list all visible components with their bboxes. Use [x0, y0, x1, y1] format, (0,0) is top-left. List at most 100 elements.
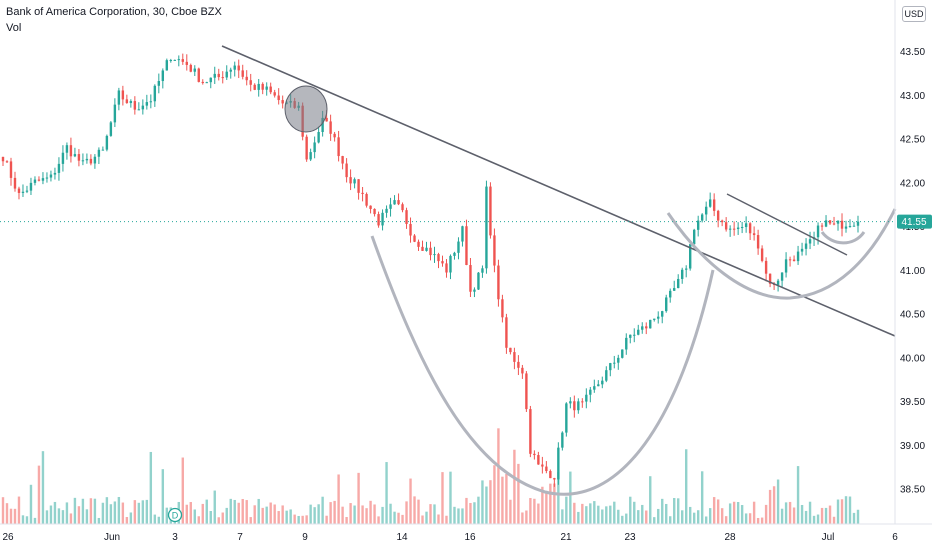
volume-bar	[441, 472, 444, 524]
volume-bar	[165, 507, 169, 524]
volume-bar	[429, 504, 432, 524]
candle	[437, 252, 440, 269]
volume-bar	[289, 509, 292, 524]
candle	[45, 172, 49, 183]
candle	[377, 211, 380, 228]
candle	[133, 96, 137, 115]
candle	[621, 349, 624, 359]
volume-bar	[708, 508, 712, 524]
time-tick-label: Jun	[104, 532, 120, 543]
volume-bar	[41, 451, 45, 524]
candle	[489, 182, 492, 239]
main-descending-trendline[interactable]	[221, 45, 896, 337]
volume-bar	[405, 501, 408, 524]
volume-bar	[449, 471, 452, 524]
candle	[525, 371, 528, 412]
candle	[768, 273, 772, 288]
volume-bar	[389, 503, 392, 524]
handle-descending-trendline[interactable]	[726, 193, 848, 256]
secondary-cup-arc-drawing[interactable]	[666, 208, 897, 300]
volume-bar	[21, 515, 25, 524]
currency-badge[interactable]: USD	[902, 6, 926, 22]
candle	[728, 225, 732, 237]
time-tick-label: 21	[560, 532, 572, 543]
candle	[641, 322, 644, 334]
volume-bar	[81, 498, 85, 524]
volume-bar	[561, 509, 564, 524]
volume-bar	[720, 508, 724, 524]
candle	[764, 257, 768, 282]
volume-bar	[812, 515, 816, 524]
highlight-circle[interactable]	[284, 85, 328, 133]
candle	[425, 241, 428, 252]
candle	[409, 217, 412, 243]
candle	[517, 355, 520, 376]
candle	[109, 120, 113, 137]
volume-bar	[85, 509, 89, 524]
candle	[649, 319, 652, 329]
candle	[541, 456, 544, 474]
volume-bar	[541, 486, 544, 524]
volume-bar	[736, 502, 740, 524]
candle	[1, 156, 5, 167]
price-tick-label: 43.00	[900, 91, 925, 102]
volume-bar	[549, 483, 552, 524]
candle	[33, 176, 37, 186]
volume-bar	[461, 508, 464, 524]
volume-bar	[569, 471, 572, 524]
volume-bar	[637, 510, 640, 524]
volume-bar	[577, 511, 580, 524]
candle	[828, 219, 832, 225]
volume-bar	[828, 505, 832, 524]
volume-bar	[469, 502, 472, 524]
chart-title: Bank of America Corporation, 30, Cboe BZ…	[6, 6, 222, 18]
volume-bar	[293, 514, 296, 524]
candle	[581, 398, 584, 408]
volume-bar	[281, 505, 284, 524]
volume-bar	[581, 503, 584, 524]
volume-bar	[553, 483, 556, 524]
dividend-marker[interactable]: D	[167, 507, 183, 523]
volume-bar	[521, 512, 524, 524]
candle	[808, 231, 812, 250]
candle	[453, 251, 456, 260]
candle	[53, 167, 57, 180]
candle	[661, 310, 664, 324]
candle	[349, 169, 352, 191]
volume-bar	[305, 515, 308, 524]
handle-arc-drawing[interactable]	[820, 231, 866, 245]
candle	[397, 193, 400, 206]
candle	[653, 318, 656, 322]
candle	[193, 65, 196, 77]
volume-bar	[25, 516, 29, 524]
candle	[245, 70, 248, 86]
volume-bar	[645, 510, 648, 524]
candle	[609, 362, 612, 377]
candle	[261, 82, 264, 95]
candle	[125, 94, 129, 104]
volume-bar	[489, 480, 492, 524]
volume-bar	[397, 512, 400, 524]
volume-bar	[700, 471, 704, 524]
candle	[273, 89, 276, 98]
candle	[417, 239, 420, 251]
candle	[265, 82, 268, 96]
volume-bar	[153, 514, 157, 524]
volume-bar	[509, 499, 512, 524]
candle	[477, 272, 480, 291]
volume-bar	[477, 496, 480, 524]
volume-bar	[537, 503, 540, 524]
volume-bar	[764, 504, 768, 524]
last-price-tag: 41.55	[897, 214, 932, 229]
price-axis: 43.5043.0042.5042.0041.5041.0040.5040.00…	[900, 47, 925, 496]
candles-layer	[1, 53, 860, 487]
volume-bar	[73, 497, 77, 524]
candle	[145, 94, 149, 110]
cup-arc-drawing[interactable]	[370, 235, 715, 496]
candle	[21, 184, 25, 197]
candle	[129, 99, 133, 108]
candle	[13, 171, 17, 192]
candle	[617, 354, 620, 370]
